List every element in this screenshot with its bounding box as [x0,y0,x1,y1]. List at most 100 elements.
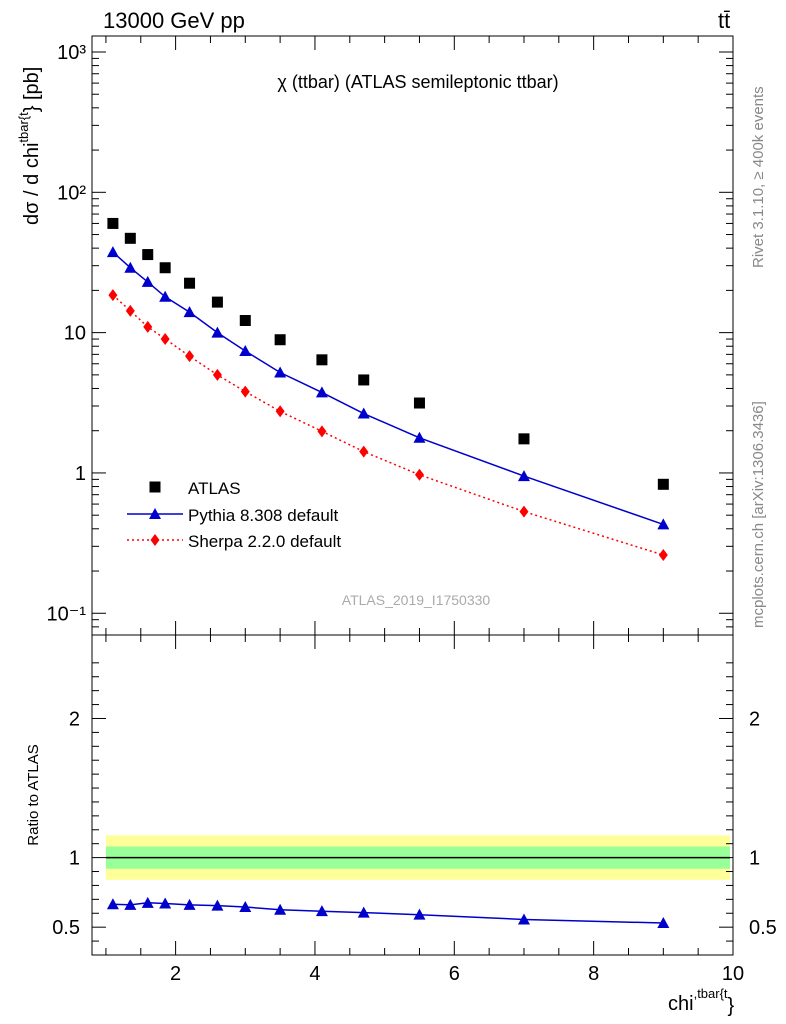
ratio-plot-content [105,835,730,928]
triangle-marker [315,386,328,398]
square-marker [211,296,223,308]
y-tick-label: 10⁻¹ [47,603,87,625]
main-y-axis-label: dσ / d chitbar{t} [pb] [16,67,43,225]
triangle-marker [149,508,161,519]
square-marker [239,315,251,327]
square-marker [358,374,370,386]
rivet-version-label: Rivet 3.1.10, ≥ 400k events [750,86,767,268]
main-ylabel-sup: tbar{t [16,112,31,143]
diamond-marker [240,385,250,398]
ratio-panel-frame [91,634,734,956]
y-tick-label: 1 [75,463,86,485]
svg-text:dσ / d chitbar{t} [pb]: dσ / d chitbar{t} [pb] [16,67,43,225]
triangle-marker [274,366,287,378]
x-tick-label: 6 [449,963,460,985]
triangle-marker [239,344,252,356]
ratio-y-tick-label-left: 1 [69,848,80,870]
diamond-marker [414,468,424,481]
main-panel: 10⁻¹ 1 10 10² 10³ χ (ttbar) (ATLAS semilepto… [16,35,734,636]
triangle-marker [517,913,530,925]
x-axis-label: chi,tbar{t} [668,986,735,1017]
triangle-marker [413,431,426,443]
main-plot-content [106,217,670,562]
triangle-marker [106,246,119,258]
triangle-marker [183,306,196,318]
ratio-axes: 2 4 6 8 10 0.5 0.5 1 1 2 2 [52,635,777,985]
x-tick-label: 8 [588,963,599,985]
main-axes: 10⁻¹ 1 10 10² 10³ [47,36,734,636]
legend: ATLAS Pythia 8.308 default Sherpa 2.2.0 de… [127,479,341,551]
triangle-marker [211,326,224,338]
triangle-marker [413,908,426,920]
square-marker [413,397,425,409]
triangle-marker [274,903,287,915]
triangle-marker [657,917,670,928]
triangle-marker [357,906,370,918]
header-final-state: tt̄ [718,8,730,33]
ratio-y-tick-label-right: 1 [749,848,760,870]
diamond-marker [185,350,195,363]
xlabel-text: chi [668,993,694,1015]
square-marker [107,217,119,229]
triangle-marker [315,905,328,917]
triangle-marker [124,898,137,910]
diamond-marker [125,304,135,317]
main-ylabel-text: dσ / d chi [21,143,43,225]
square-marker [316,354,328,366]
ratio-y-tick-label-left: 2 [69,708,80,730]
xlabel-sub: } [728,995,735,1017]
triangle-marker [141,275,154,287]
square-marker [274,334,286,346]
triangle-marker [159,290,172,302]
square-marker [124,232,136,244]
square-marker [657,478,669,490]
triangle-marker [124,261,137,273]
watermark: ATLAS_2019_I1750330 [342,592,491,608]
square-marker [184,277,196,289]
triangle-marker [357,407,370,419]
ratio-panel: 2 4 6 8 10 0.5 0.5 1 1 2 2 Ratio to ATLAS chi,tbar… [25,634,777,1017]
diamond-marker [108,289,118,302]
square-marker [149,481,161,493]
diamond-marker [212,368,222,381]
y-tick-label: 10² [57,182,86,204]
triangle-marker [106,898,119,910]
ratio-y-tick-label-right: 2 [749,708,760,730]
diamond-marker [275,405,285,418]
triangle-marker [657,518,670,530]
square-marker [142,249,154,261]
triangle-marker [517,470,530,482]
y-tick-label: 10³ [57,42,86,64]
triangle-marker [141,896,154,908]
square-marker [518,433,530,445]
ratio-y-tick-label-left: 0.5 [52,917,80,939]
triangle-marker [183,898,196,910]
legend-label: Pythia 8.308 default [188,506,339,525]
ratio-pythia-line [112,902,664,924]
header-process: 13000 GeV pp [103,8,245,33]
triangle-marker [159,897,172,909]
triangle-marker [211,899,224,911]
legend-label: ATLAS [188,479,241,498]
diamond-marker [359,445,369,458]
mcplots-label: mcplots.cern.ch [arXiv:1306.3436] [750,401,767,628]
main-title: χ (ttbar) (ATLAS semileptonic ttbar) [277,72,558,92]
diamond-marker [519,505,529,518]
diamond-marker [317,425,327,438]
ratio-y-axis-label: Ratio to ATLAS [25,744,42,845]
square-marker [159,262,171,274]
x-tick-label: 4 [309,963,320,985]
diamond-marker [143,320,153,333]
ratio-y-tick-label-right: 0.5 [749,917,777,939]
diamond-marker [150,534,160,546]
xlabel-sup: ,tbar{t [694,986,728,1001]
triangle-marker [239,901,252,912]
legend-label: Sherpa 2.2.0 default [188,532,341,551]
y-tick-label: 10 [64,323,86,345]
x-tick-label: 2 [170,963,181,985]
diamond-marker [160,333,170,346]
main-ylabel-unit: } [pb] [21,67,43,113]
diamond-marker [658,549,668,562]
x-tick-label: 10 [722,963,744,985]
